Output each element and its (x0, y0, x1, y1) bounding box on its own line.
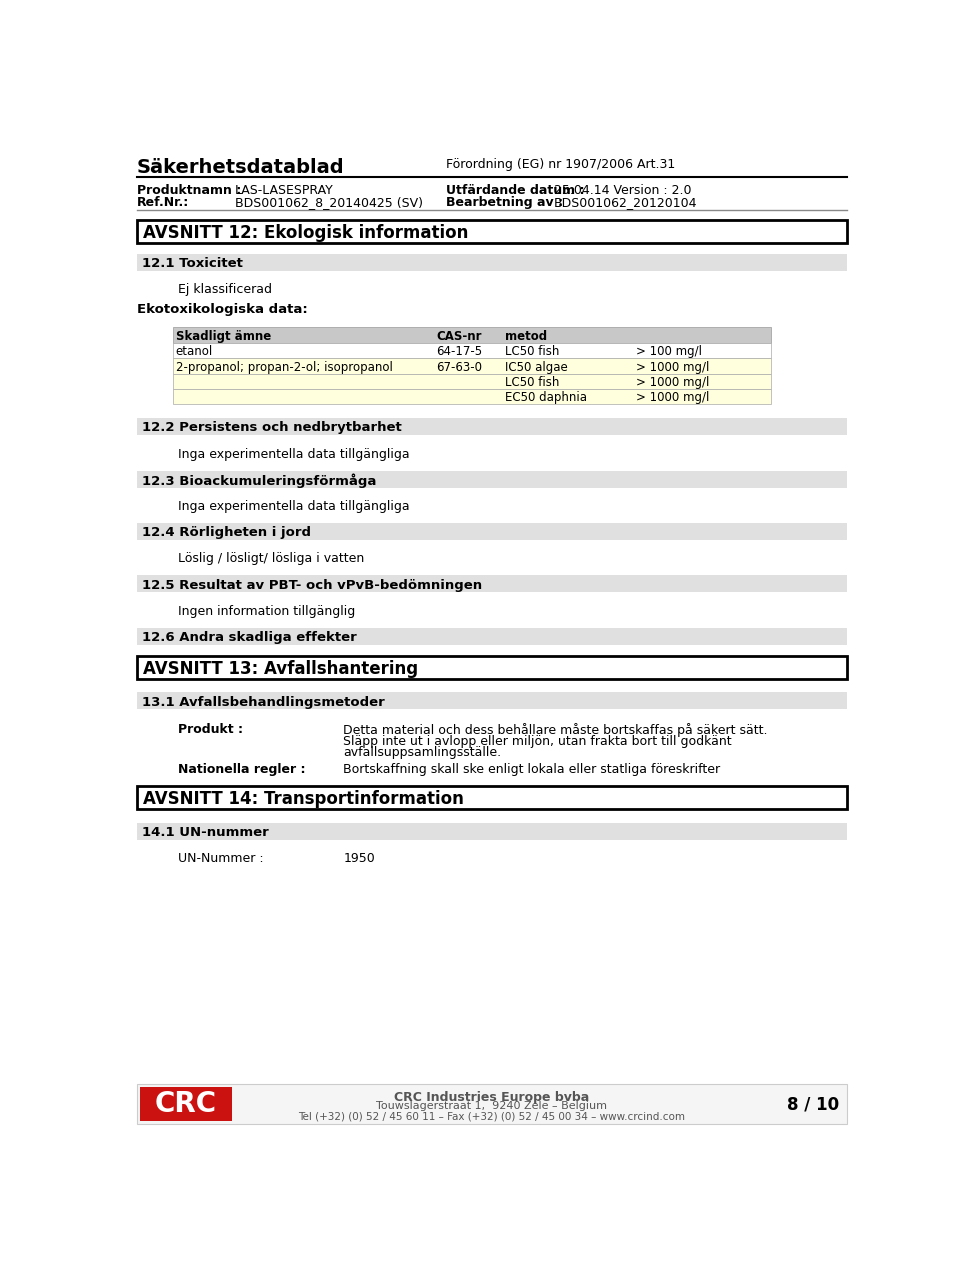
Text: Bearbetning av :: Bearbetning av : (445, 196, 563, 209)
Text: 12.6 Andra skadliga effekter: 12.6 Andra skadliga effekter (142, 630, 356, 644)
Text: BDS001062_20120104: BDS001062_20120104 (554, 196, 698, 209)
Bar (137, 220, 847, 243)
Text: 67-63-0: 67-63-0 (436, 361, 482, 373)
Bar (137, 576, 847, 592)
Text: 12.3 Bioackumuleringsförmåga: 12.3 Bioackumuleringsförmåga (142, 473, 376, 489)
Bar (137, 656, 847, 679)
Text: Skadligt ämne: Skadligt ämne (176, 329, 271, 343)
Text: LAS-LASESPRAY: LAS-LASESPRAY (234, 185, 333, 197)
Text: Touwslagerstraat 1,  9240 Zele – Belgium: Touwslagerstraat 1, 9240 Zele – Belgium (376, 1101, 608, 1112)
Text: Bortskaffning skall ske enligt lokala eller statliga föreskrifter: Bortskaffning skall ske enligt lokala el… (344, 762, 720, 776)
Text: Ref.Nr.:: Ref.Nr.: (137, 196, 189, 209)
Text: 12.4 Rörligheten i jord: 12.4 Rörligheten i jord (142, 527, 311, 539)
Text: CRC Industries Europe bvba: CRC Industries Europe bvba (395, 1090, 589, 1104)
Text: Tel (+32) (0) 52 / 45 60 11 – Fax (+32) (0) 52 / 45 00 34 – www.crcind.com: Tel (+32) (0) 52 / 45 60 11 – Fax (+32) … (299, 1112, 685, 1122)
Text: > 1000 mg/l: > 1000 mg/l (636, 376, 709, 389)
Bar (137, 693, 847, 709)
Text: LC50 fish: LC50 fish (505, 376, 560, 389)
Text: > 1000 mg/l: > 1000 mg/l (636, 361, 709, 373)
Text: Säkerhetsdatablad: Säkerhetsdatablad (137, 158, 345, 177)
Text: 1950: 1950 (344, 852, 375, 865)
Text: Löslig / lösligt/ lösliga i vatten: Löslig / lösligt/ lösliga i vatten (179, 552, 365, 566)
Text: Förordning (EG) nr 1907/2006 Art.31: Förordning (EG) nr 1907/2006 Art.31 (445, 158, 675, 171)
Text: 64-17-5: 64-17-5 (436, 346, 482, 358)
Bar (173, 343, 771, 358)
Text: Ekotoxikologiska data:: Ekotoxikologiska data: (137, 303, 308, 315)
Text: AVSNITT 12: Ekologisk information: AVSNITT 12: Ekologisk information (143, 224, 468, 242)
Bar (173, 389, 771, 404)
Text: 12.5 Resultat av PBT- och vPvB-bedömningen: 12.5 Resultat av PBT- och vPvB-bedömning… (142, 579, 482, 591)
Text: UN-Nummer :: UN-Nummer : (179, 852, 264, 865)
Text: CAS-nr: CAS-nr (436, 329, 482, 343)
Bar (140, 1086, 231, 1120)
Text: avfallsuppsamlingsställe.: avfallsuppsamlingsställe. (344, 747, 501, 760)
Text: metod: metod (505, 329, 547, 343)
Text: BDS001062_8_20140425 (SV): BDS001062_8_20140425 (SV) (234, 196, 422, 209)
Text: Detta material och dess behållare måste bortskaffas på säkert sätt.: Detta material och dess behållare måste … (344, 723, 768, 737)
Bar (137, 823, 847, 839)
Text: 12.2 Persistens och nedbrytbarhet: 12.2 Persistens och nedbrytbarhet (142, 422, 401, 434)
Text: Ingen information tillgänglig: Ingen information tillgänglig (179, 605, 355, 618)
Text: EC50 daphnia: EC50 daphnia (505, 391, 587, 404)
Text: Inga experimentella data tillgängliga: Inga experimentella data tillgängliga (179, 448, 410, 461)
Bar (137, 1084, 847, 1124)
Text: Ej klassificerad: Ej klassificerad (179, 282, 272, 296)
Text: 12.1 Toxicitet: 12.1 Toxicitet (142, 257, 243, 270)
Text: 8 / 10: 8 / 10 (787, 1096, 839, 1114)
Text: AVSNITT 14: Transportinformation: AVSNITT 14: Transportinformation (143, 790, 464, 808)
Text: Utfärdande datum :: Utfärdande datum : (445, 185, 584, 197)
Bar (173, 328, 771, 343)
Text: > 100 mg/l: > 100 mg/l (636, 346, 703, 358)
Text: 25.04.14 Version : 2.0: 25.04.14 Version : 2.0 (554, 185, 691, 197)
Bar (137, 786, 847, 809)
Text: AVSNITT 13: Avfallshantering: AVSNITT 13: Avfallshantering (143, 660, 419, 679)
Text: etanol: etanol (176, 346, 213, 358)
Bar (137, 628, 847, 644)
Bar (173, 373, 771, 389)
Text: CRC: CRC (155, 1090, 217, 1118)
Bar (137, 523, 847, 541)
Text: 14.1 UN-nummer: 14.1 UN-nummer (142, 825, 269, 838)
Text: LC50 fish: LC50 fish (505, 346, 560, 358)
Text: 2-propanol; propan-2-ol; isopropanol: 2-propanol; propan-2-ol; isopropanol (176, 361, 393, 373)
Bar (137, 253, 847, 271)
Bar (173, 358, 771, 373)
Text: 13.1 Avfallsbehandlingsmetoder: 13.1 Avfallsbehandlingsmetoder (142, 695, 384, 709)
Text: IC50 algae: IC50 algae (505, 361, 567, 373)
Bar (137, 471, 847, 487)
Text: Inga experimentella data tillgängliga: Inga experimentella data tillgängliga (179, 500, 410, 513)
Text: Släpp inte ut i avlopp eller miljön, utan frakta bort till godkänt: Släpp inte ut i avlopp eller miljön, uta… (344, 734, 732, 748)
Text: Produktnamn :: Produktnamn : (137, 185, 241, 197)
Text: Nationella regler :: Nationella regler : (179, 762, 305, 776)
Bar (137, 418, 847, 436)
Text: Produkt :: Produkt : (179, 723, 243, 737)
Text: > 1000 mg/l: > 1000 mg/l (636, 391, 709, 404)
